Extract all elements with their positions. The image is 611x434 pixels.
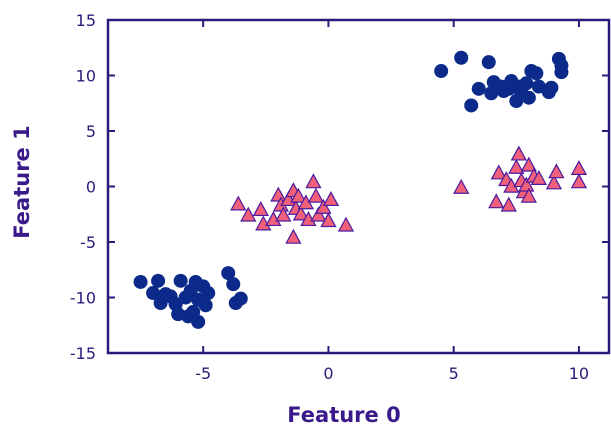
data-point-circle: [233, 291, 248, 306]
data-point-circle: [521, 90, 536, 105]
x-axis-title: Feature 0: [287, 403, 400, 427]
data-point-triangle: [305, 173, 322, 189]
data-point-circle: [151, 273, 166, 288]
x-tick-label: -5: [195, 364, 211, 383]
data-point-triangle: [520, 156, 537, 172]
data-point-circle: [519, 76, 534, 91]
data-point-triangle: [490, 164, 507, 180]
y-tick-label: -5: [80, 233, 96, 252]
data-point-circle: [133, 274, 148, 289]
data-point-circle: [434, 64, 449, 79]
data-point-triangle: [292, 205, 310, 221]
axis-ticks: -5 0 5 10 -15 -10 -5 0 5 10 15: [70, 11, 609, 383]
data-point-circle: [529, 66, 544, 81]
data-point-triangle: [315, 198, 332, 214]
data-point-circle: [484, 86, 499, 101]
y-tick-label: 15: [76, 11, 96, 30]
data-point-circle: [554, 65, 569, 80]
data-point-circle: [454, 50, 469, 65]
data-point-triangle: [488, 193, 505, 209]
data-point-triangle: [508, 158, 525, 174]
data-point-triangle: [530, 169, 547, 185]
data-point-triangle: [230, 195, 247, 211]
data-point-triangle: [337, 216, 355, 232]
data-point-triangle: [320, 212, 337, 228]
data-point-triangle: [307, 187, 325, 203]
data-point-circle: [481, 55, 496, 70]
data-point-triangle: [510, 145, 527, 161]
data-point-circle: [201, 286, 216, 301]
data-point-triangle: [548, 163, 565, 179]
data-point-triangle: [570, 159, 588, 175]
data-point-circle: [146, 286, 161, 301]
data-point-triangle: [322, 191, 340, 207]
data-point-triangle: [270, 186, 287, 202]
data-point-triangle: [290, 187, 307, 203]
data-point-triangle: [310, 206, 327, 222]
data-point-triangle: [252, 201, 269, 217]
data-point-circle: [198, 298, 213, 313]
data-point-triangle: [518, 176, 535, 192]
data-point-triangle: [570, 173, 588, 189]
data-point-circle: [464, 98, 479, 113]
data-point-circle: [544, 80, 559, 95]
data-point-triangle: [275, 206, 292, 222]
x-tick-label: 5: [449, 364, 459, 383]
data-point-triangle: [520, 187, 537, 203]
data-point-circle: [191, 314, 206, 329]
x-tick-label: 10: [569, 364, 589, 383]
data-point-circle: [226, 277, 241, 292]
data-point-triangle: [240, 206, 257, 222]
points-layer: [133, 50, 588, 329]
y-tick-label: -15: [70, 344, 96, 363]
y-tick-label: 0: [86, 178, 96, 197]
data-point-circle: [471, 81, 486, 96]
y-tick-label: 10: [76, 67, 96, 86]
data-point-triangle: [545, 174, 563, 190]
y-axis-title: Feature 1: [10, 125, 34, 238]
data-point-circle: [173, 273, 188, 288]
x-tick-label: 0: [323, 364, 333, 383]
y-tick-label: -10: [70, 289, 96, 308]
data-point-triangle: [285, 228, 302, 244]
data-point-circle: [221, 266, 236, 281]
y-tick-label: 5: [86, 122, 96, 141]
data-point-triangle: [500, 196, 517, 212]
data-point-triangle: [453, 178, 470, 194]
